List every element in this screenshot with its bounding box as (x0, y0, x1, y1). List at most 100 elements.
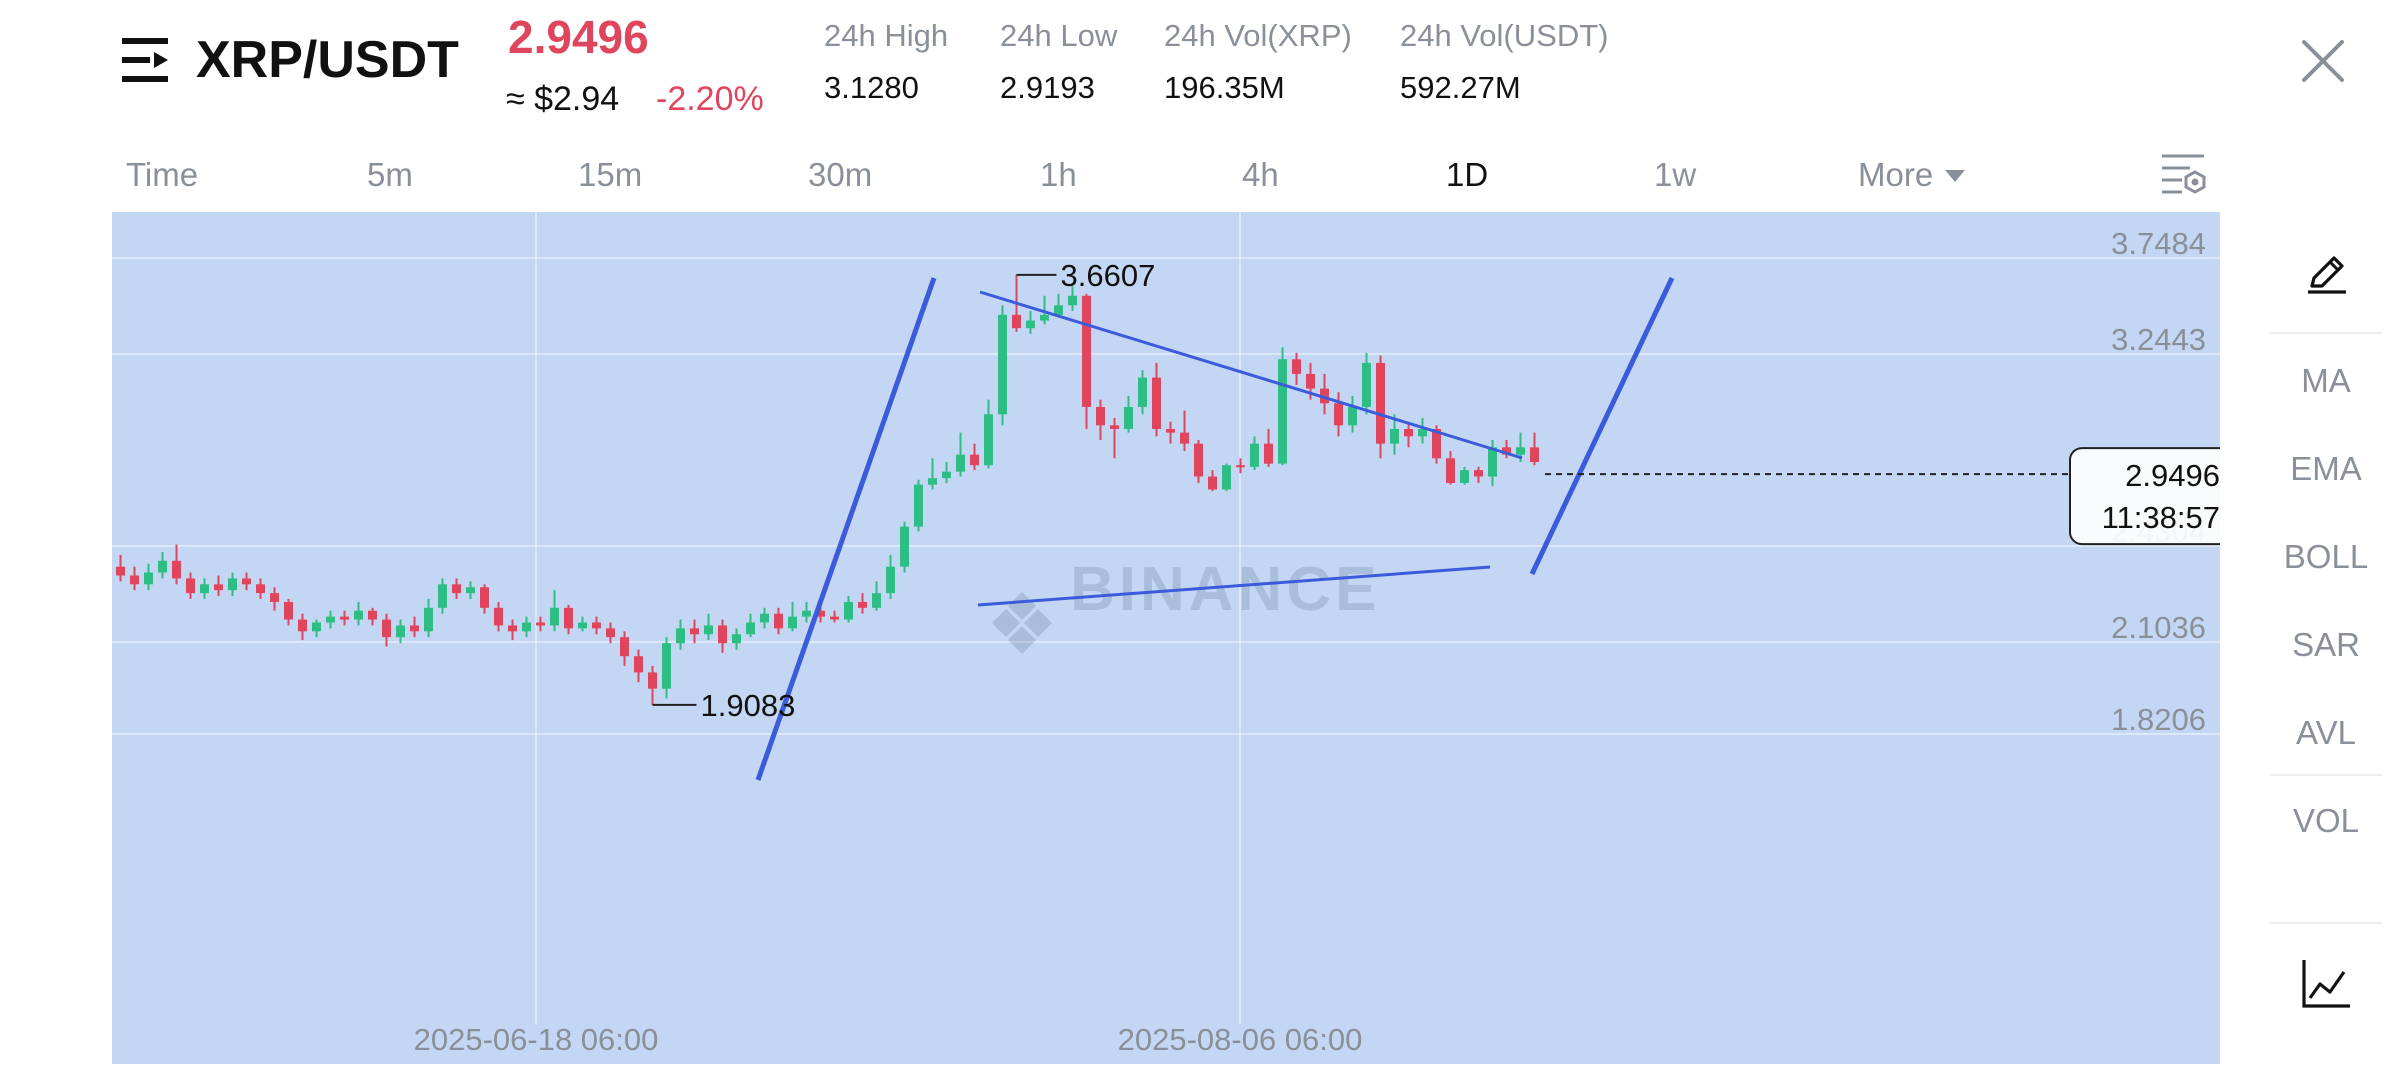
candle (592, 616, 601, 635)
candle-body (284, 601, 293, 620)
candle (606, 622, 615, 644)
candle (1138, 370, 1147, 415)
candle (662, 637, 671, 699)
tab-5m[interactable]: 5m (367, 156, 413, 193)
menu-icon[interactable] (122, 36, 174, 84)
trading-pair-title[interactable]: XRP/USDT (196, 31, 459, 89)
current-price-tag[interactable]: 2.9496 11:38:57 (1545, 447, 2220, 546)
more-timeframes-dropdown[interactable]: More (1858, 156, 1966, 194)
triangle-resistance-line[interactable] (979, 290, 1523, 460)
candle-body (816, 610, 825, 617)
indicator-sar[interactable]: SAR (2292, 626, 2360, 663)
candle (648, 665, 657, 705)
candle-body (480, 587, 489, 608)
candle (1278, 347, 1287, 466)
candle-body (438, 584, 447, 608)
high-price-label: 3.6607 (1061, 258, 1156, 293)
candle (508, 619, 517, 641)
pole-trendline[interactable] (755, 277, 937, 781)
candle (1236, 458, 1245, 474)
x-axis-tick-label: 2025-06-18 06:00 (414, 1022, 659, 1057)
low-price-label: 1.9083 (701, 688, 796, 723)
indicator-boll[interactable]: BOLL (2283, 538, 2369, 575)
candle (746, 613, 755, 638)
candle (984, 399, 993, 469)
candle-body (1516, 447, 1525, 455)
tab-1w[interactable]: 1w (1654, 156, 1697, 193)
candle-body (802, 610, 811, 617)
candle-body (886, 566, 895, 594)
line-chart-icon[interactable] (2300, 958, 2352, 1010)
candle-body (1488, 447, 1497, 477)
candle-body (1012, 314, 1021, 329)
stat-value: 592.27M (1400, 70, 1521, 105)
candle-body (312, 622, 321, 632)
candle (494, 601, 503, 632)
breakout-projection-line[interactable] (1529, 276, 1675, 576)
candle (844, 596, 853, 623)
chart-background (112, 212, 2220, 1064)
candle-body (1460, 470, 1469, 484)
tab-15m[interactable]: 15m (578, 156, 643, 193)
candle (830, 610, 839, 623)
candle (1474, 466, 1483, 484)
candle (116, 554, 125, 582)
candle (1026, 311, 1035, 334)
candle-body (242, 578, 251, 585)
candle-body (1110, 425, 1119, 429)
candle (928, 458, 937, 490)
candle-body (1250, 443, 1259, 467)
candle (298, 613, 307, 641)
close-icon[interactable] (2300, 38, 2346, 84)
tab-4h[interactable]: 4h (1242, 156, 1279, 193)
candle (410, 616, 419, 638)
chart-settings-icon[interactable] (2160, 150, 2206, 196)
candle (732, 628, 741, 650)
panel-divider (2270, 774, 2382, 776)
tab-time[interactable]: Time (126, 156, 199, 193)
candle (214, 575, 223, 597)
candle (1068, 286, 1077, 312)
trendline-drawings[interactable] (755, 276, 1675, 781)
indicator-vol[interactable]: VOL (2292, 802, 2360, 839)
candle (228, 572, 237, 597)
candle-body (116, 566, 125, 576)
candle-body (858, 601, 867, 608)
candle-body (1138, 377, 1147, 407)
candle (1208, 470, 1217, 492)
candle (550, 590, 559, 632)
candle-body (1152, 377, 1161, 429)
tab-30m[interactable]: 30m (808, 156, 873, 193)
binance-watermark: BINANCE (992, 555, 1376, 654)
tab-1h[interactable]: 1h (1040, 156, 1077, 193)
candle (256, 578, 265, 599)
candle-body (1222, 465, 1231, 490)
candle-body (256, 584, 265, 594)
indicator-ema[interactable]: EMA (2290, 450, 2362, 487)
price-tag-box[interactable] (2069, 447, 2220, 546)
indicator-avl[interactable]: AVL (2296, 714, 2356, 751)
candle-body (1026, 320, 1035, 329)
candle-body (592, 622, 601, 629)
candle (1180, 410, 1189, 451)
triangle-support-line[interactable] (977, 565, 1491, 607)
candle (326, 610, 335, 629)
candle-body (1278, 359, 1287, 464)
pencil-draw-icon[interactable] (2302, 248, 2352, 298)
stat-value: 3.1280 (824, 70, 919, 105)
candle-body (774, 613, 783, 629)
candle (872, 581, 881, 611)
indicator-ma[interactable]: MA (2301, 362, 2351, 399)
price-tag-countdown: 11:38:57 (2102, 500, 2220, 535)
candle (172, 544, 181, 585)
candle (998, 305, 1007, 426)
tab-1d[interactable]: 1D (1446, 156, 1489, 193)
candle (676, 619, 685, 650)
candle-body (424, 607, 433, 632)
candle-body (130, 575, 139, 585)
stat-label: 24h High (824, 18, 949, 53)
candle (1362, 352, 1371, 415)
candle-body (900, 526, 909, 567)
